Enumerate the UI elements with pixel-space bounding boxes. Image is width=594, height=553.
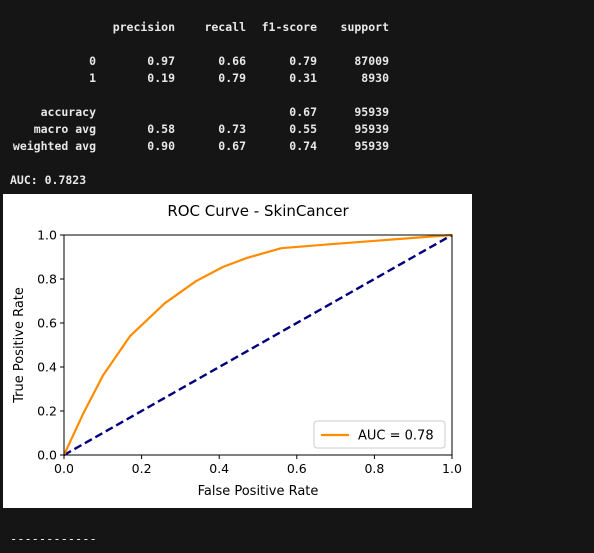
roc-chart: ROC Curve - SkinCancer 0.0 0.2 0.4 0.6 0.8 1.… (3, 194, 472, 508)
row-label: accuracy (40, 105, 96, 119)
chart-title: ROC Curve - SkinCancer (167, 202, 349, 220)
cell-precision: 0.90 (147, 139, 175, 153)
y-axis-label: True Positive Rate (12, 287, 27, 404)
cell-support: 8930 (361, 71, 389, 85)
y-tick-label: 1.0 (37, 228, 57, 243)
cell-f1-score: 0.31 (289, 71, 317, 85)
x-axis: 0.0 0.2 0.4 0.6 0.8 1.0 (54, 455, 462, 476)
cell-support: 87009 (354, 54, 389, 68)
cell-f1-score: 0.79 (289, 54, 317, 68)
separator-line: ------------ (10, 532, 97, 546)
x-tick-label: 0.0 (54, 461, 74, 476)
cell-precision: 0.58 (147, 122, 175, 136)
cell-recall: 0.67 (218, 139, 246, 153)
row-label: 0 (89, 54, 96, 68)
axes-frame (63, 234, 453, 456)
y-tick-label: 0.6 (37, 316, 57, 331)
legend-box (313, 420, 446, 449)
row-label: 1 (89, 71, 96, 85)
plot-area (63, 233, 453, 457)
roc-chart-svg: ROC Curve - SkinCancer 0.0 0.2 0.4 0.6 0.8 1.… (12, 202, 462, 499)
x-axis-label: False Positive Rate (198, 484, 319, 499)
x-tick-label: 0.6 (287, 461, 307, 476)
row-label: weighted avg (12, 139, 96, 153)
cell-recall: 0.79 (218, 71, 246, 85)
cell-precision: 0.97 (147, 54, 175, 68)
y-tick-label: 0.2 (37, 404, 57, 419)
cell-support: 95939 (354, 105, 389, 119)
x-tick-label: 0.4 (209, 461, 229, 476)
roc-curve-line (63, 233, 453, 456)
legend-label: AUC = 0.78 (358, 429, 434, 444)
y-axis: 0.0 0.2 0.4 0.6 0.8 1.0 (37, 228, 64, 463)
x-tick-label: 1.0 (442, 461, 462, 476)
header-recall: recall (204, 20, 246, 34)
cell-support: 95939 (354, 139, 389, 153)
cell-precision: 0.19 (147, 71, 175, 85)
cell-support: 95939 (354, 122, 389, 136)
y-tick-label: 0.4 (37, 360, 57, 375)
row-label: macro avg (33, 122, 96, 136)
legend: AUC = 0.78 (313, 420, 446, 449)
header-support: support (340, 20, 389, 34)
chance-diagonal-line (63, 233, 453, 457)
cell-recall: 0.73 (218, 122, 246, 136)
cell-recall: 0.66 (218, 54, 246, 68)
cell-f1-score: 0.74 (289, 139, 317, 153)
cell-f1-score: 0.55 (289, 122, 317, 136)
header-f1-score: f1-score (261, 20, 317, 34)
auc-score-text: AUC: 0.7823 (10, 173, 87, 187)
header-precision: precision (112, 20, 175, 34)
y-tick-label: 0.0 (37, 448, 57, 463)
x-tick-label: 0.2 (132, 461, 152, 476)
y-tick-label: 0.8 (37, 272, 57, 287)
x-tick-label: 0.8 (364, 461, 384, 476)
cell-f1-score: 0.67 (289, 105, 317, 119)
